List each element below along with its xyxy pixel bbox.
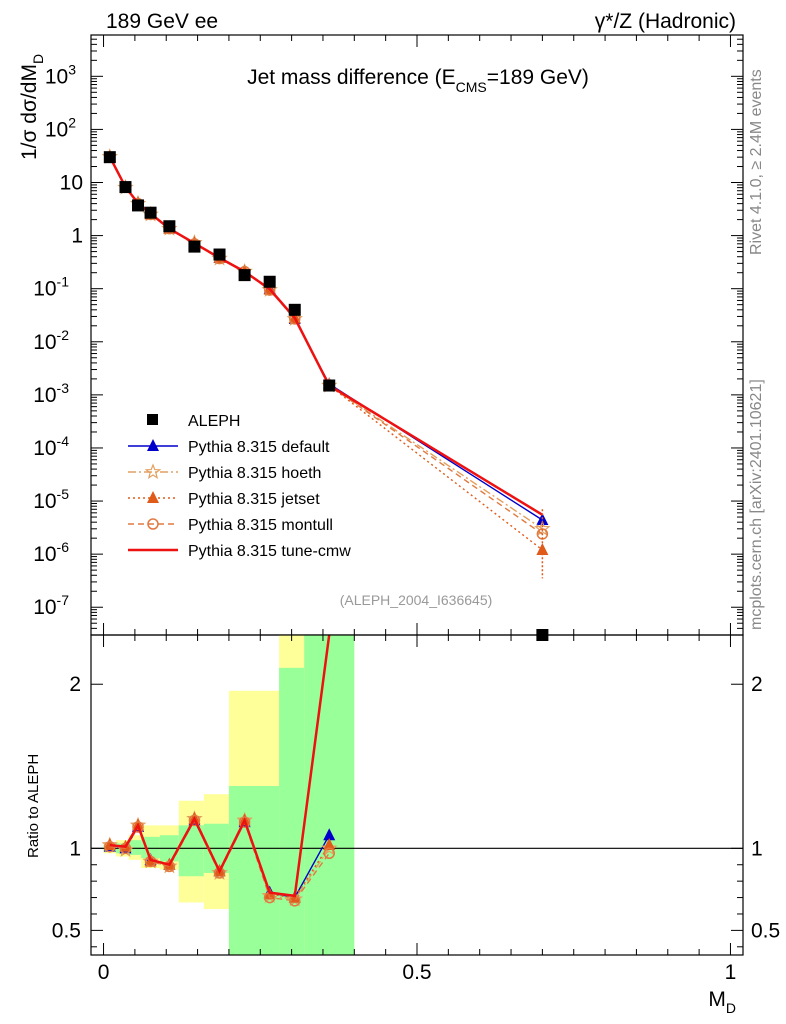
point-data xyxy=(103,151,116,164)
ratio-point-montull xyxy=(323,847,335,860)
ratio-y-tick-label: 0.5 xyxy=(52,919,81,942)
ratio-y-tick-label-right: 0.5 xyxy=(751,919,780,942)
legend-label: Pythia 8.315 tune-cmw xyxy=(188,543,351,560)
ratio-plot-panel: 0.5 0.5 1 1 2 2 0 0.5 1 Ratio to ALEPH MD xyxy=(25,634,780,1016)
analysis-watermark: (ALEPH_2004_I636645) xyxy=(340,592,493,608)
ratio-point-hoeth xyxy=(321,839,338,856)
main-y-tick-label: 10-4 xyxy=(33,433,69,460)
uncertainty-band-inner xyxy=(304,635,355,955)
series-line-default xyxy=(109,156,543,521)
main-y-tick-label: 10-7 xyxy=(33,592,69,619)
series-line-montull xyxy=(109,156,543,535)
point-jetset xyxy=(536,542,549,555)
point-data xyxy=(163,220,176,233)
point-data xyxy=(288,303,301,316)
ratio-point-montull xyxy=(213,867,226,879)
x-tick-label: 1 xyxy=(725,961,737,984)
ratio-point-montull xyxy=(132,821,144,833)
ratio-y-tick-label-right: 1 xyxy=(751,837,763,860)
x-axis-label: MD xyxy=(708,988,736,1016)
ratio-point-montull xyxy=(119,842,132,855)
series-line-tune_cmw xyxy=(108,156,544,516)
legend-label: Pythia 8.315 jetset xyxy=(188,491,320,508)
ratio-line-tune_cmw xyxy=(109,634,331,898)
ratio-y-tick-label-right: 2 xyxy=(751,673,763,696)
ratio-y-axis-label: Ratio to ALEPH xyxy=(25,754,42,858)
legend-swatch-data xyxy=(147,414,158,425)
point-data xyxy=(238,269,251,282)
legend-label: Pythia 8.315 default xyxy=(188,439,330,456)
ratio-point-montull xyxy=(238,816,251,828)
point-hoeth xyxy=(534,520,551,536)
uncertainty-band-inner xyxy=(228,785,254,955)
x-tick-label: 0 xyxy=(98,961,110,984)
legend-label: Pythia 8.315 montull xyxy=(188,517,333,534)
main-y-tick-label: 10-3 xyxy=(33,380,69,407)
legend-marker-default xyxy=(147,439,159,451)
uncertainty-band-inner xyxy=(254,785,280,955)
main-y-tick-label: 102 xyxy=(45,114,76,141)
point-data xyxy=(144,206,157,219)
main-y-tick-label: 10-6 xyxy=(33,539,69,566)
legend-marker-jetset xyxy=(147,491,159,503)
plot-title: Jet mass difference (ECMS=189 GeV) xyxy=(247,66,589,95)
mcplots-url-label: mcplots.cern.ch [arXiv:2401.10621] xyxy=(748,379,765,630)
ratio-y-tick-label: 1 xyxy=(69,837,81,860)
legend: ALEPH Pythia 8.315 default Pythia 8.315 ho… xyxy=(128,413,351,560)
series-line-jetset xyxy=(109,156,543,551)
legend-marker-hoeth xyxy=(144,463,162,480)
point-data xyxy=(213,248,226,261)
main-y-axis-label: 1/σ dσ/dMD xyxy=(18,54,46,160)
main-y-tick-label: 10-5 xyxy=(33,486,69,513)
uncertainty-band-inner xyxy=(178,825,204,877)
legend-label: ALEPH xyxy=(188,413,240,430)
point-data xyxy=(323,379,336,392)
uncertainty-band-inner xyxy=(279,667,305,955)
ratio-frame xyxy=(90,634,744,956)
point-data xyxy=(132,199,145,212)
legend-label: Pythia 8.315 hoeth xyxy=(188,465,321,482)
ratio-y-tick-label: 2 xyxy=(69,673,81,696)
main-plot-panel: Jet mass difference (ECMS=189 GeV) (ALEP… xyxy=(18,34,744,641)
main-y-tick-label: 10-2 xyxy=(33,327,69,354)
rivet-version-label: Rivet 4.1.0, ≥ 2.4M events xyxy=(748,69,765,255)
main-y-tick-label: 1 xyxy=(71,225,83,248)
uncertainty-band-inner xyxy=(128,840,142,855)
header-right-label: γ*/Z (Hadronic) xyxy=(595,10,736,33)
legend-marker-montull xyxy=(147,518,159,530)
main-y-tick-label: 103 xyxy=(45,61,76,88)
uncertainty-band-inner xyxy=(141,836,160,859)
point-data xyxy=(119,181,132,194)
point-data xyxy=(263,275,276,288)
main-y-tick-label: 10 xyxy=(60,171,83,194)
point-data xyxy=(188,240,201,253)
series-line-hoeth xyxy=(109,156,543,530)
header-left-label: 189 GeV ee xyxy=(106,10,218,33)
ratio-point-montull xyxy=(163,860,176,873)
ratio-point-default xyxy=(323,828,336,841)
ratio-point-montull xyxy=(188,814,201,827)
x-tick-label: 0.5 xyxy=(402,961,431,984)
ratio-point-jetset xyxy=(323,838,336,851)
main-y-tick-label: 10-1 xyxy=(33,274,69,301)
